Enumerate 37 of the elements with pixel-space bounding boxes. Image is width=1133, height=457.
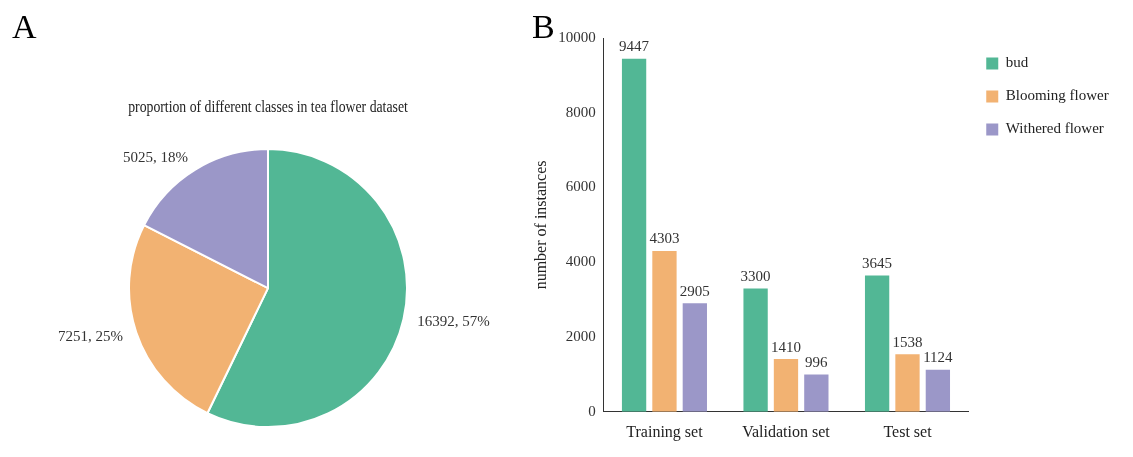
bar (895, 354, 920, 412)
bar (773, 359, 799, 412)
legend-label: Blooming flower (1005, 87, 1109, 104)
data-label: 1538 (892, 333, 923, 350)
y-tick-label: 0 (588, 402, 596, 419)
bar (621, 58, 647, 412)
x-tick-label: Training set (626, 422, 704, 441)
bar (682, 303, 707, 412)
bar (652, 250, 677, 412)
y-tick-label: 2000 (565, 327, 596, 344)
data-label: 996 (805, 354, 829, 371)
data-label: 9447 (619, 38, 650, 55)
bar (925, 369, 951, 412)
data-label: 4303 (649, 230, 680, 247)
data-label: 3645 (862, 254, 893, 271)
legend-label: bud (1005, 54, 1029, 71)
data-label: 3300 (740, 267, 771, 284)
bar (864, 275, 890, 412)
text: B (532, 7, 555, 45)
legend-label: Withered flower (1005, 120, 1104, 137)
y-tick-label: 6000 (565, 178, 596, 195)
chart-title: proportion of different classes in tea flower dataset (128, 97, 409, 116)
text: A (12, 7, 37, 45)
data-label: 5025, 18% (122, 148, 188, 165)
y-tick-label: 10000 (558, 28, 596, 45)
data-label: 1410 (770, 338, 801, 355)
x-tick-label: Test set (883, 422, 933, 440)
data-label: 1124 (923, 349, 954, 366)
data-label: 16392, 57% (417, 313, 490, 330)
data-label: 2905 (679, 282, 710, 299)
bar (804, 374, 829, 412)
x-tick-label: Validation set (742, 422, 831, 440)
y-tick-label: 4000 (565, 253, 596, 270)
data-label: 7251, 25% (58, 327, 124, 344)
bar (743, 288, 768, 412)
y-tick-label: 8000 (565, 103, 596, 120)
y-axis-title: number of instances (531, 160, 549, 290)
